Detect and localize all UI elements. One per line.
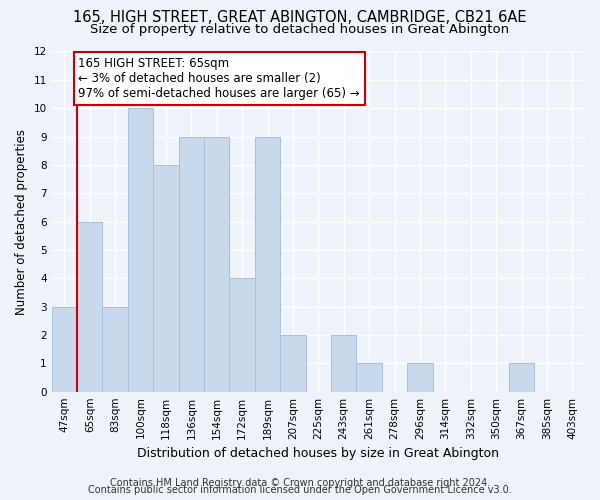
Bar (179, 136, 204, 392)
Bar (356, 364, 382, 392)
Text: Contains HM Land Registry data © Crown copyright and database right 2024.: Contains HM Land Registry data © Crown c… (110, 478, 490, 488)
Bar (103, 306, 128, 392)
Text: Size of property relative to detached houses in Great Abington: Size of property relative to detached ho… (91, 22, 509, 36)
Bar (153, 165, 179, 392)
Bar (204, 136, 229, 392)
Text: 165, HIGH STREET, GREAT ABINGTON, CAMBRIDGE, CB21 6AE: 165, HIGH STREET, GREAT ABINGTON, CAMBRI… (73, 10, 527, 25)
Bar (255, 136, 280, 392)
Bar (128, 108, 153, 392)
Text: Contains public sector information licensed under the Open Government Licence v3: Contains public sector information licen… (88, 485, 512, 495)
X-axis label: Distribution of detached houses by size in Great Abington: Distribution of detached houses by size … (137, 447, 499, 460)
Bar (280, 335, 305, 392)
Y-axis label: Number of detached properties: Number of detached properties (15, 128, 28, 314)
Bar (229, 278, 255, 392)
Bar (331, 335, 356, 392)
Bar (407, 364, 433, 392)
Bar (509, 364, 534, 392)
Bar (77, 222, 103, 392)
Text: 165 HIGH STREET: 65sqm
← 3% of detached houses are smaller (2)
97% of semi-detac: 165 HIGH STREET: 65sqm ← 3% of detached … (79, 57, 360, 100)
Bar (52, 306, 77, 392)
